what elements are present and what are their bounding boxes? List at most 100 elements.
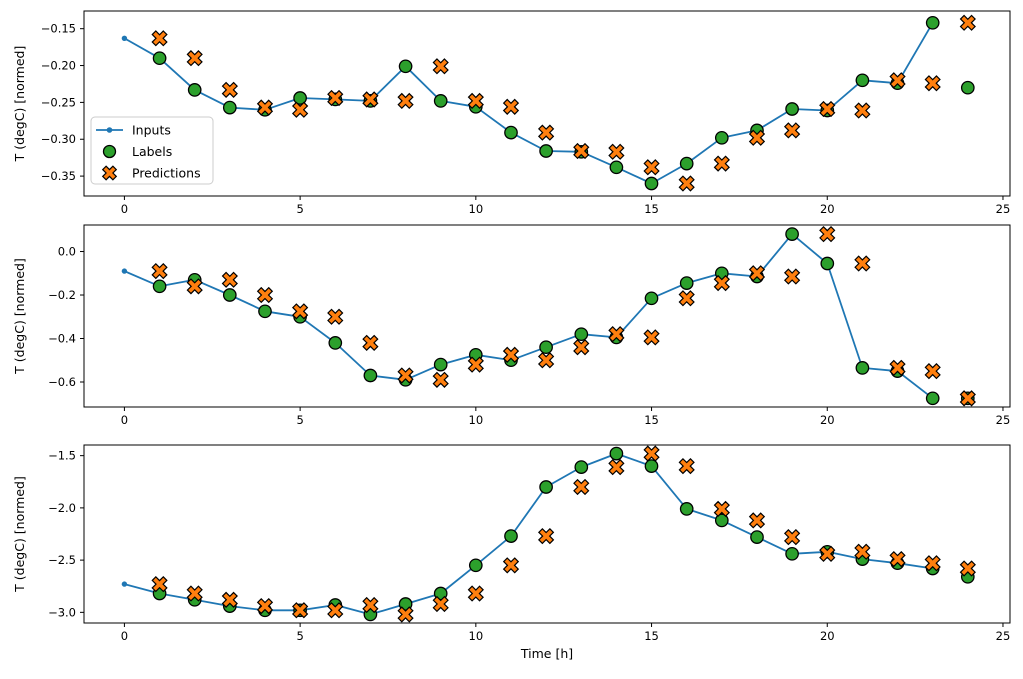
labels-marker — [855, 73, 870, 88]
inputs-line — [124, 233, 934, 400]
labels-marker — [714, 513, 729, 528]
predictions-marker — [819, 100, 836, 118]
predictions-marker — [924, 362, 941, 380]
y-tick-label: −1.5 — [48, 449, 76, 463]
labels-marker — [960, 80, 975, 95]
x-tick-label: 5 — [296, 202, 303, 216]
predictions-marker — [819, 226, 836, 243]
predictions-marker — [432, 595, 449, 613]
predictions-marker — [151, 262, 168, 280]
predictions-marker — [608, 459, 625, 476]
x-tick-label: 20 — [820, 629, 835, 643]
predictions-marker — [713, 155, 730, 172]
x-tick-label: 10 — [469, 413, 484, 427]
predictions-marker — [291, 602, 309, 619]
x-tick-label: 25 — [996, 629, 1011, 643]
y-tick-label: −0.2 — [48, 288, 76, 302]
predictions-marker — [643, 329, 660, 346]
y-tick-label: −0.4 — [48, 332, 76, 346]
labels-marker — [468, 558, 483, 573]
axes-frame — [83, 444, 1011, 624]
legend-labels-marker-sample — [102, 144, 117, 159]
predictions-marker — [221, 591, 238, 608]
legend: Inputs Labels Predictions — [90, 116, 214, 185]
axes-frame — [83, 10, 1011, 197]
subplot-2: 0.0 −0.2 −0.4 −0.6 0 5 10 15 20 25 T (degC) [norme… — [12, 224, 1011, 427]
predictions-marker — [502, 346, 520, 363]
predictions-marker — [854, 102, 871, 119]
labels-marker — [679, 502, 694, 516]
labels-marker — [363, 368, 378, 383]
x-tick-label: 20 — [820, 202, 835, 216]
predictions-marker — [783, 268, 801, 285]
predictions-marker — [959, 390, 976, 407]
predictions-marker — [537, 527, 555, 545]
predictions-marker — [467, 356, 484, 373]
labels-marker — [433, 357, 448, 372]
labels-marker — [609, 160, 624, 175]
legend-label: Predictions — [132, 166, 201, 181]
y-axis-label: T (degC) [normed] — [12, 258, 27, 375]
predictions-marker — [573, 478, 590, 496]
labels-marker — [539, 144, 553, 158]
predictions-marker — [432, 58, 449, 75]
x-tick-label: 10 — [469, 202, 484, 216]
legend-predictions-marker-sample — [101, 165, 118, 181]
predictions-marker — [783, 122, 801, 139]
predictions-marker — [643, 159, 660, 176]
predictions-marker — [221, 81, 238, 98]
x-tick-label: 0 — [121, 629, 128, 643]
legend-label: Labels — [132, 144, 172, 159]
predictions-marker — [678, 457, 695, 475]
predictions-marker — [186, 50, 203, 67]
y-tick-label: 0.0 — [58, 245, 76, 259]
predictions-marker — [608, 143, 625, 160]
labels-marker — [328, 336, 343, 350]
x-tick-label: 20 — [820, 413, 835, 427]
labels-marker — [644, 176, 659, 191]
labels-marker — [504, 125, 518, 140]
labels-marker — [644, 291, 659, 306]
labels-marker — [258, 304, 272, 319]
labels-marker — [714, 130, 729, 145]
y-tick-label: −0.20 — [41, 59, 76, 73]
predictions-marker — [748, 129, 766, 146]
predictions-marker — [678, 290, 695, 307]
predictions-marker — [573, 339, 590, 356]
predictions-marker — [151, 576, 168, 593]
x-tick-label: 0 — [121, 413, 128, 427]
labels-marker — [785, 102, 799, 116]
predictions-marker — [819, 545, 836, 562]
predictions-marker — [713, 500, 730, 518]
labels-marker — [293, 91, 307, 105]
labels-marker — [222, 100, 237, 115]
predictions-marker — [186, 585, 203, 602]
inputs-line — [123, 22, 934, 185]
y-axis-label: T (degC) [normed] — [12, 476, 27, 593]
axes-frame — [83, 224, 1011, 408]
predictions-marker — [959, 14, 976, 31]
predictions-marker — [537, 124, 555, 141]
legend-box — [90, 116, 214, 185]
labels-marker — [222, 288, 237, 302]
predictions-marker — [713, 274, 730, 292]
labels-marker — [152, 51, 167, 66]
y-tick-label: −0.35 — [41, 169, 76, 183]
predictions-marker — [327, 602, 344, 619]
labels-marker — [187, 83, 202, 97]
predictions-marker — [291, 303, 309, 320]
labels-marker — [152, 279, 167, 294]
labels-marker — [820, 256, 835, 271]
predictions-marker — [397, 606, 414, 623]
predictions-marker — [678, 175, 695, 192]
predictions-marker — [327, 89, 344, 107]
predictions-marker — [432, 371, 449, 388]
x-tick-label: 25 — [996, 202, 1011, 216]
predictions-marker — [537, 352, 555, 369]
predictions-marker — [959, 560, 976, 577]
labels-marker — [785, 227, 799, 241]
y-tick-label: −0.30 — [41, 132, 76, 146]
y-tick-label: −0.6 — [48, 375, 76, 389]
predictions-marker — [151, 30, 168, 47]
